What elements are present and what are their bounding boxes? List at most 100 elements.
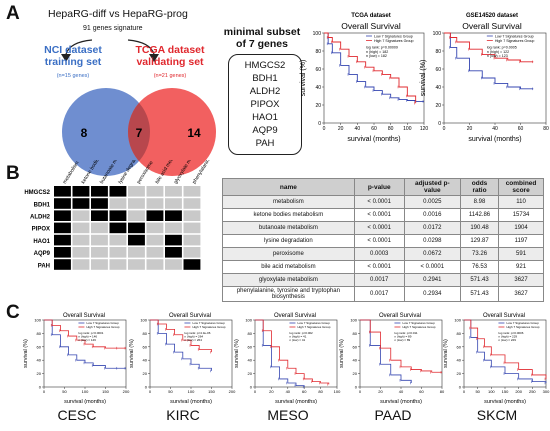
km-ylabel: survival (%) (339, 339, 345, 368)
table-cell: 0.0672 (403, 247, 461, 261)
heatmap-cell (72, 247, 90, 258)
km-axes: 0 20 40 60 80 100 0 20 40 60 80 100 (245, 318, 341, 395)
km-ytick-label: 40 (353, 358, 358, 363)
gene-subset-item: BDH1 (252, 73, 278, 84)
table-cell: 15734 (498, 208, 544, 222)
table-cell: 110 (498, 195, 544, 209)
km-plot-paad: Overall Survival 0 20 40 60 80 0 20 40 60 80 100 sur… (339, 313, 445, 405)
km-stat-text: log rank: p=0.011 (394, 331, 417, 335)
km-plot-title: Overall Survival (341, 21, 401, 31)
km-ytick-label: 20 (143, 371, 148, 376)
km-stat-text: n (low) = 182 (366, 54, 387, 58)
km-xtick-label: 150 (102, 389, 109, 394)
km-stat-text: n (low) = 123 (487, 54, 508, 58)
table-header-cell: combined score (498, 178, 544, 196)
km-xtick-label: 100 (82, 389, 89, 394)
venn-title: HepaRG-diff vs HepaRG-prog (48, 8, 188, 20)
km-series-line (150, 319, 212, 371)
table-cell: lysine degradation (222, 234, 355, 248)
km-axes: 0 20 40 60 80 0 20 40 60 80 100 (350, 318, 445, 395)
km-axes: 0 50 100 150 200 250 300 0 20 40 60 80 100 (454, 318, 550, 395)
km-plot-title: Overall Survival (274, 313, 316, 319)
km-legend-entry: Low 7 Signatures Group (402, 321, 435, 325)
heatmap-cell (54, 247, 71, 258)
subset-title: minimal subset of 7 genes (223, 26, 301, 50)
heatmap-cell (54, 234, 71, 246)
km-xtick-label: 20 (269, 389, 274, 394)
venn-diagram: 8 7 14 (62, 88, 216, 176)
table-cell: 0.0172 (403, 221, 461, 235)
heatmap-cell (146, 247, 164, 258)
km-ytick-label: 100 (245, 318, 252, 323)
km-ytick-label: 0 (318, 121, 321, 127)
km-stat-text: n (high) = 122 (487, 50, 509, 54)
table-row: bile acid metabolism < 0.0001 < 0.0001 76.5… (222, 260, 544, 274)
venn-right-circle (128, 88, 216, 176)
venn-left-count: 8 (81, 126, 88, 140)
table-cell: bile acid metabolism (222, 260, 355, 274)
table-row: ketone bodies metabolism < 0.0001 0.0016 11… (222, 208, 544, 222)
table-cell: 0.2941 (403, 273, 461, 287)
km-xtick-label: 150 (208, 389, 215, 394)
km-ytick-label: 100 (454, 318, 461, 323)
table-cell: 0.0017 (353, 273, 405, 287)
km-series-line (44, 319, 126, 369)
table-header-cell: odds ratio (459, 178, 500, 196)
table-cell: 3627 (498, 273, 544, 287)
gene-subset-item: HAO1 (252, 112, 278, 123)
heatmap-cell (91, 259, 108, 270)
table-cell: 0.0016 (403, 208, 461, 222)
heatmap-cell (54, 210, 71, 221)
table-cell: 8.98 (459, 195, 500, 209)
km-stat-text: log rank: p=0.00009 (366, 46, 398, 50)
heatmap-cell (146, 210, 164, 221)
km-xtick-label: 40 (286, 389, 291, 394)
table-cell: 0.0017 (353, 286, 405, 302)
km-stat-text: n (high) = 229 (498, 334, 517, 338)
km-ylabel: survival (%) (129, 339, 135, 368)
heatmap-cell (54, 259, 71, 270)
nci-label: NCI dataset training set (n=15 genes) (44, 44, 102, 79)
table-row: peroxisome 0.0003 0.0672 73.26 591 (222, 247, 544, 261)
km-stat-text: n (high) = 182 (366, 50, 388, 54)
heatmap-cell (109, 210, 127, 221)
table-cell: 0.0025 (403, 195, 461, 209)
km-series-line (360, 319, 412, 383)
table-cell: < 0.0001 (353, 234, 405, 248)
heatmap-cell (183, 198, 201, 209)
heatmap-cell (72, 186, 90, 197)
km-stat-text: n (low) = 264 (184, 338, 202, 342)
km-series-line (44, 319, 126, 349)
km-series-line (444, 32, 534, 90)
heatmap-cell (72, 198, 90, 209)
table-cell: glyoxylate metabolism (222, 273, 355, 287)
table-cell: 1142.86 (459, 208, 500, 222)
table-cell: ketone bodies metabolism (222, 208, 355, 222)
gene-subset-item: PIPOX (250, 99, 280, 110)
km-legend-entry: High 7 Signatures Group (374, 39, 414, 43)
heatmap-row-label: BDH1 (34, 202, 51, 208)
table-header-cell: adjusted p-value (403, 178, 461, 196)
km-ytick-label: 60 (248, 344, 253, 349)
km-xtick-label: 300 (543, 389, 550, 394)
km-ytick-label: 100 (313, 31, 322, 37)
heatmap-cell (91, 222, 108, 234)
table-row: glyoxylate metabolism 0.0017 0.2941 571.43 3… (222, 273, 544, 287)
km-xtick-label: 200 (515, 389, 522, 394)
km-series-line (444, 32, 534, 63)
table-cell: 571.43 (459, 273, 500, 287)
km-ytick-label: 100 (34, 318, 41, 323)
table-row: lysine degradation < 0.0001 0.0298 129.87 11… (222, 234, 544, 248)
gene-subset-item: PAH (255, 138, 275, 149)
venn-overlap-count: 7 (136, 126, 143, 140)
km-series-line (150, 319, 212, 353)
km-xlabel: survival (months) (64, 399, 106, 405)
heatmap-cell (128, 247, 145, 258)
km-series-line (464, 319, 547, 379)
km-ytick-label: 100 (140, 318, 147, 323)
heatmap-cell (165, 210, 182, 221)
km-xtick-label: 50 (475, 389, 480, 394)
panel-c-letter: C (6, 302, 20, 323)
heatmap-cell (128, 222, 145, 234)
gene-subset-item: HMGCS2 (244, 60, 286, 71)
